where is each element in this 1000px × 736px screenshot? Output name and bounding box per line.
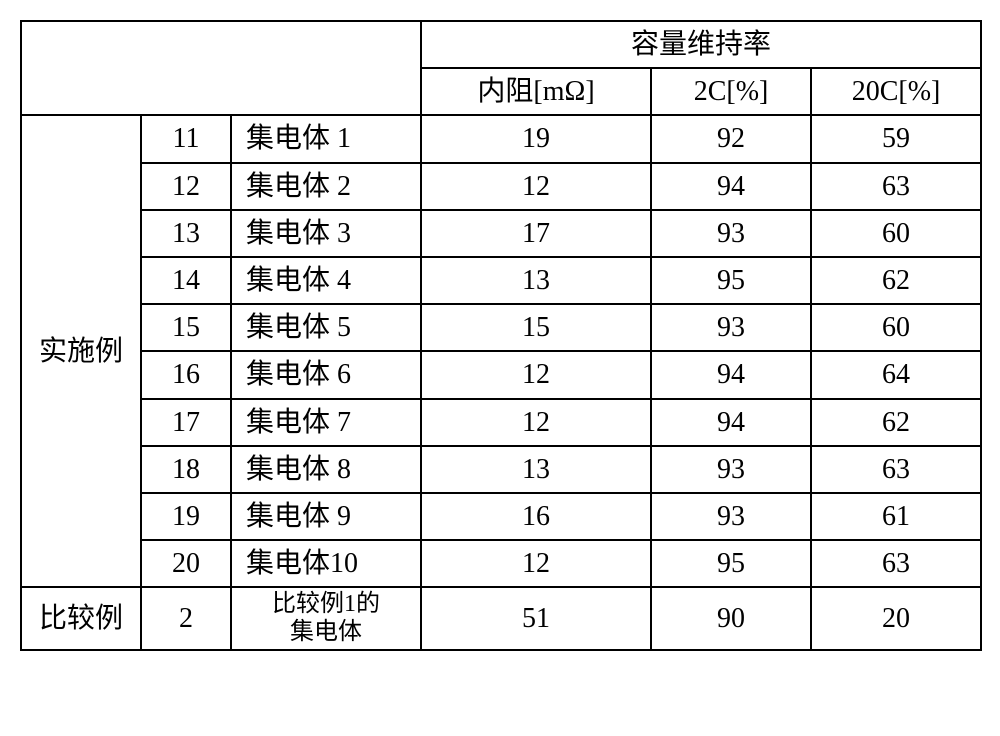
cell-2c: 94 [651,351,811,398]
cell-resistance: 15 [421,304,651,351]
cell-2c: 94 [651,399,811,446]
cell-20c: 63 [811,540,981,587]
cell-2c: 94 [651,163,811,210]
cell-2c: 95 [651,257,811,304]
cell-resistance: 13 [421,257,651,304]
cell-20c: 59 [811,115,981,162]
header-20c: 20C[%] [811,68,981,115]
table-row: 17 集电体 7 12 94 62 [21,399,981,446]
table-row: 20 集电体10 12 95 63 [21,540,981,587]
cell-20c: 61 [811,493,981,540]
cell-num: 13 [141,210,231,257]
cell-num: 18 [141,446,231,493]
cell-20c: 60 [811,210,981,257]
cell-resistance: 51 [421,587,651,650]
table-row: 实施例 11 集电体 1 19 92 59 [21,115,981,162]
cell-20c: 64 [811,351,981,398]
cell-resistance: 12 [421,163,651,210]
cell-num: 12 [141,163,231,210]
table-row: 16 集电体 6 12 94 64 [21,351,981,398]
table-row: 19 集电体 9 16 93 61 [21,493,981,540]
header-row-1: 容量维持率 [21,21,981,68]
table-row: 18 集电体 8 13 93 63 [21,446,981,493]
cell-name-line2: 集电体 [238,619,414,647]
cell-name: 集电体 7 [231,399,421,446]
cell-name-line1: 比较例1的 [238,591,414,619]
cell-name: 集电体 9 [231,493,421,540]
header-2c: 2C[%] [651,68,811,115]
cell-num: 16 [141,351,231,398]
cell-name: 集电体 1 [231,115,421,162]
cell-2c: 93 [651,446,811,493]
cell-name: 集电体10 [231,540,421,587]
cell-num: 19 [141,493,231,540]
cell-resistance: 17 [421,210,651,257]
cell-resistance: 13 [421,446,651,493]
cell-name: 集电体 2 [231,163,421,210]
table-row: 15 集电体 5 15 93 60 [21,304,981,351]
group-comparison-label: 比较例 [21,587,141,650]
cell-name: 集电体 5 [231,304,421,351]
cell-name: 集电体 8 [231,446,421,493]
cell-2c: 93 [651,493,811,540]
header-group-title: 容量维持率 [421,21,981,68]
table-row: 14 集电体 4 13 95 62 [21,257,981,304]
cell-resistance: 12 [421,399,651,446]
cell-name: 集电体 6 [231,351,421,398]
table-row: 12 集电体 2 12 94 63 [21,163,981,210]
comparison-row: 比较例 2 比较例1的 集电体 51 90 20 [21,587,981,650]
cell-num: 14 [141,257,231,304]
cell-20c: 60 [811,304,981,351]
cell-resistance: 16 [421,493,651,540]
cell-20c: 62 [811,399,981,446]
cell-num: 20 [141,540,231,587]
header-resistance: 内阻[mΩ] [421,68,651,115]
data-table-container: 容量维持率 内阻[mΩ] 2C[%] 20C[%] 实施例 11 集电体 1 1… [20,20,980,651]
cell-num: 17 [141,399,231,446]
cell-2c: 90 [651,587,811,650]
cell-name: 集电体 3 [231,210,421,257]
cell-2c: 92 [651,115,811,162]
cell-resistance: 12 [421,540,651,587]
group-examples-label: 实施例 [21,115,141,587]
cell-name: 集电体 4 [231,257,421,304]
cell-20c: 20 [811,587,981,650]
cell-resistance: 19 [421,115,651,162]
data-table: 容量维持率 内阻[mΩ] 2C[%] 20C[%] 实施例 11 集电体 1 1… [20,20,982,651]
cell-2c: 93 [651,210,811,257]
cell-2c: 95 [651,540,811,587]
cell-num: 2 [141,587,231,650]
cell-name: 比较例1的 集电体 [231,587,421,650]
cell-num: 15 [141,304,231,351]
cell-num: 11 [141,115,231,162]
table-row: 13 集电体 3 17 93 60 [21,210,981,257]
cell-20c: 63 [811,446,981,493]
cell-resistance: 12 [421,351,651,398]
cell-2c: 93 [651,304,811,351]
header-blank [21,21,421,115]
cell-20c: 62 [811,257,981,304]
cell-20c: 63 [811,163,981,210]
